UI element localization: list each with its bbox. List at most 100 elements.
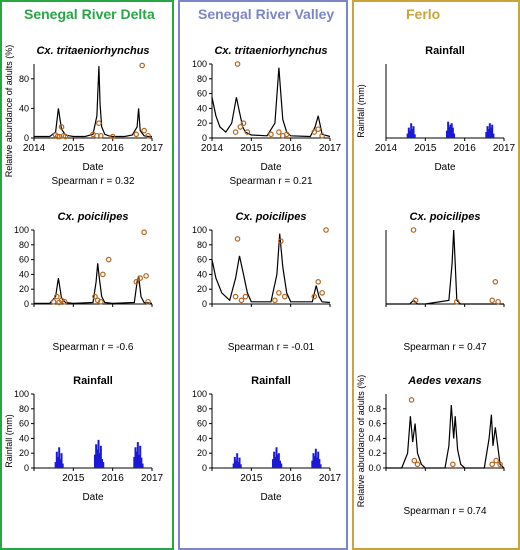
rainfall-bar: [451, 127, 454, 138]
rainfall-bar: [58, 447, 61, 468]
spearman-label: Spearman r = -0.6: [53, 342, 134, 353]
y-tick-label: 80: [19, 404, 29, 414]
y-tick-label: 80: [197, 404, 207, 414]
observed-point: [50, 298, 57, 305]
x-tick-label: 2015: [240, 473, 263, 484]
x-tick-label: 2016: [102, 473, 125, 484]
x-tick-label: 2017: [141, 473, 164, 484]
spearman-prefix: Spearman r =: [229, 176, 293, 187]
observed-point: [311, 129, 318, 135]
rainfall-bar: [59, 459, 62, 468]
x-axis-label: Date: [434, 162, 456, 173]
rainfall-bar: [55, 451, 58, 468]
observed-point: [100, 271, 106, 278]
y-tick-label: 60: [197, 89, 207, 99]
rainfall-bar: [277, 453, 280, 468]
region-title: Senegal River Delta: [24, 6, 155, 22]
x-tick-label: 2016: [280, 143, 303, 154]
observed-point: [489, 297, 496, 304]
rainfall-bar: [239, 464, 242, 468]
rainfall-bar: [271, 459, 274, 468]
region-title: Ferlo: [406, 6, 441, 22]
rainfall-bar: [238, 457, 241, 468]
chart-title: Cx. poicilipes: [236, 211, 307, 223]
y-tick-label: 60: [197, 419, 207, 429]
observed-point: [450, 461, 456, 468]
observed-point: [319, 290, 325, 296]
rainfall-bar: [487, 129, 490, 138]
rainfall-bar: [445, 130, 448, 138]
rainfall-bar: [317, 451, 320, 468]
observed-point: [240, 120, 247, 127]
rainfall-bar: [273, 451, 276, 468]
observed-point: [272, 297, 278, 304]
rainfall-bar: [54, 462, 57, 468]
y-tick-label: 0.8: [368, 404, 381, 414]
observed-point: [492, 279, 499, 285]
rainfall-bar: [450, 123, 453, 138]
spearman-value: 0.74: [467, 506, 487, 517]
chart-title: Rainfall: [251, 375, 291, 387]
rainfall-bar: [136, 442, 139, 468]
rainfall-bar: [319, 464, 322, 468]
y-tick-label: 0.2: [368, 448, 381, 458]
observed-point: [497, 461, 503, 468]
spearman-label: Spearman r = -0.01: [228, 342, 315, 353]
x-tick-label: 2014: [375, 143, 398, 154]
observed-point: [61, 298, 68, 305]
observed-point: [244, 129, 251, 135]
y-tick-label: 40: [197, 103, 207, 113]
abundance-line: [211, 67, 331, 138]
y-tick-label: 20: [19, 284, 29, 294]
spearman-label: Spearman r = 0.32: [51, 176, 135, 187]
y-tick-label: 100: [192, 225, 207, 235]
spearman-value: 0.32: [115, 176, 135, 187]
rainfall-bar: [486, 126, 489, 138]
y-tick-label: 0: [24, 463, 29, 473]
rainfall-bar: [274, 456, 277, 468]
observed-point: [493, 457, 499, 464]
abundance-line: [386, 405, 505, 469]
chart: Cx. poicilipes 0 20 40 60 80 100 Spearman r = -…: [14, 211, 153, 353]
y-tick-label: 100: [192, 59, 207, 69]
observed-point: [54, 133, 61, 140]
rainfall-bar: [134, 447, 137, 468]
region-panel: Ferlo Rainfall 2014 2015 2016 2017 Rainfall (m…: [352, 0, 520, 550]
x-axis-label: Date: [82, 162, 104, 173]
y-tick-label: 20: [19, 448, 29, 458]
rainfall-bar: [140, 457, 143, 468]
rainfall-bar: [102, 462, 105, 468]
observed-point: [58, 124, 65, 130]
rainfall-bar: [138, 454, 141, 468]
y-tick-label: 100: [14, 389, 29, 399]
rainfall-bar: [448, 126, 451, 138]
y-tick-label: 60: [19, 419, 29, 429]
rainfall-bar: [408, 130, 411, 138]
y-tick-label: 40: [197, 269, 207, 279]
chart-title: Cx. poicilipes: [58, 211, 129, 223]
rainfall-bar: [490, 127, 493, 138]
y-axis-label: Rainfall (mm): [4, 414, 14, 468]
rainfall-bar: [233, 456, 236, 468]
rainfall-bar: [412, 126, 415, 138]
observed-point: [145, 132, 151, 139]
rainfall-bar: [97, 439, 100, 468]
observed-point: [234, 236, 241, 242]
rainfall-bar: [96, 449, 99, 468]
chart-title: Rainfall: [425, 45, 465, 57]
rainfall-bar: [313, 456, 316, 468]
x-tick-label: 2015: [240, 143, 263, 154]
rainfall-bar: [492, 133, 495, 138]
x-axis-label: Date: [82, 492, 104, 503]
rainfall-bar: [276, 454, 279, 468]
observed-point: [315, 279, 322, 285]
rainfall-bar: [407, 127, 410, 138]
rainfall-bar: [410, 123, 413, 138]
rainfall-bar: [237, 462, 240, 468]
rainfall-bar: [413, 134, 416, 138]
spearman-value: -0.01: [291, 342, 314, 353]
spearman-prefix: Spearman r =: [53, 342, 117, 353]
observed-point: [62, 133, 69, 140]
spearman-value: 0.47: [467, 342, 487, 353]
observed-point: [315, 126, 322, 132]
